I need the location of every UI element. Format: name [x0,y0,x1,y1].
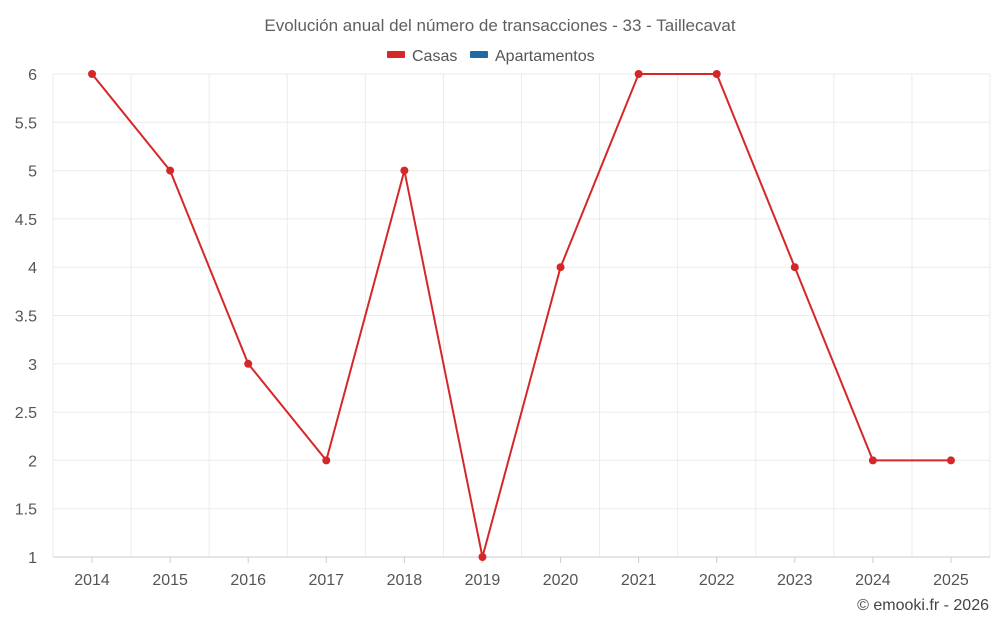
data-point-casas[interactable] [556,263,565,272]
x-tick-label: 2017 [308,572,344,589]
legend-swatch-apartamentos [470,51,488,58]
y-tick-label: 4 [28,260,37,277]
y-axis: 1 1.5 2 2.5 3 3.5 4 4.5 5 5.5 6 [15,67,37,567]
x-tick-label: 2024 [855,572,891,589]
data-point-casas[interactable] [790,263,799,272]
x-tick-label: 2021 [621,572,657,589]
y-tick-label: 5 [28,164,37,181]
credit-text: © emooki.fr - 2026 [857,597,989,614]
y-tick-label: 3 [28,357,37,374]
y-tick-label: 3.5 [15,309,37,326]
legend-item-casas[interactable]: Casas [387,48,457,65]
data-point-casas[interactable] [322,456,331,465]
legend: Casas Apartamentos [387,48,595,65]
series-layer [88,70,955,561]
legend-label-apartamentos: Apartamentos [495,48,595,65]
data-point-casas[interactable] [478,553,487,561]
legend-label-casas: Casas [412,48,457,65]
y-tick-label: 4.5 [15,212,37,229]
data-point-casas[interactable] [868,456,877,465]
y-tick-label: 1 [28,550,37,567]
x-axis: 2014 2015 2016 2017 2018 2019 2020 2021 2022 2023… [53,556,990,589]
data-point-casas[interactable] [166,166,175,175]
legend-item-apartamentos[interactable]: Apartamentos [470,48,595,65]
data-point-casas[interactable] [946,456,955,465]
y-tick-label: 6 [28,67,37,84]
data-point-casas[interactable] [88,70,97,78]
grid [52,73,991,557]
x-tick-label: 2015 [152,572,188,589]
data-point-casas[interactable] [244,359,253,368]
series-line-casas [91,73,951,558]
x-tick-label: 2020 [543,572,579,589]
chart-title: Evolución anual del número de transaccio… [264,16,736,35]
data-point-casas[interactable] [712,70,721,78]
x-tick-label: 2022 [699,572,735,589]
x-tick-label: 2018 [387,572,423,589]
y-tick-label: 2.5 [15,405,37,422]
x-tick-label: 2016 [230,572,266,589]
y-tick-label: 2 [28,453,37,470]
x-tick-label: 2019 [465,572,501,589]
x-tick-label: 2014 [74,572,110,589]
x-tick-label: 2025 [933,572,969,589]
y-tick-label: 5.5 [15,115,37,132]
y-tick-label: 1.5 [15,502,37,519]
x-tick-label: 2023 [777,572,813,589]
data-point-casas[interactable] [400,166,409,175]
data-point-casas[interactable] [634,70,643,78]
legend-swatch-casas [387,51,405,58]
